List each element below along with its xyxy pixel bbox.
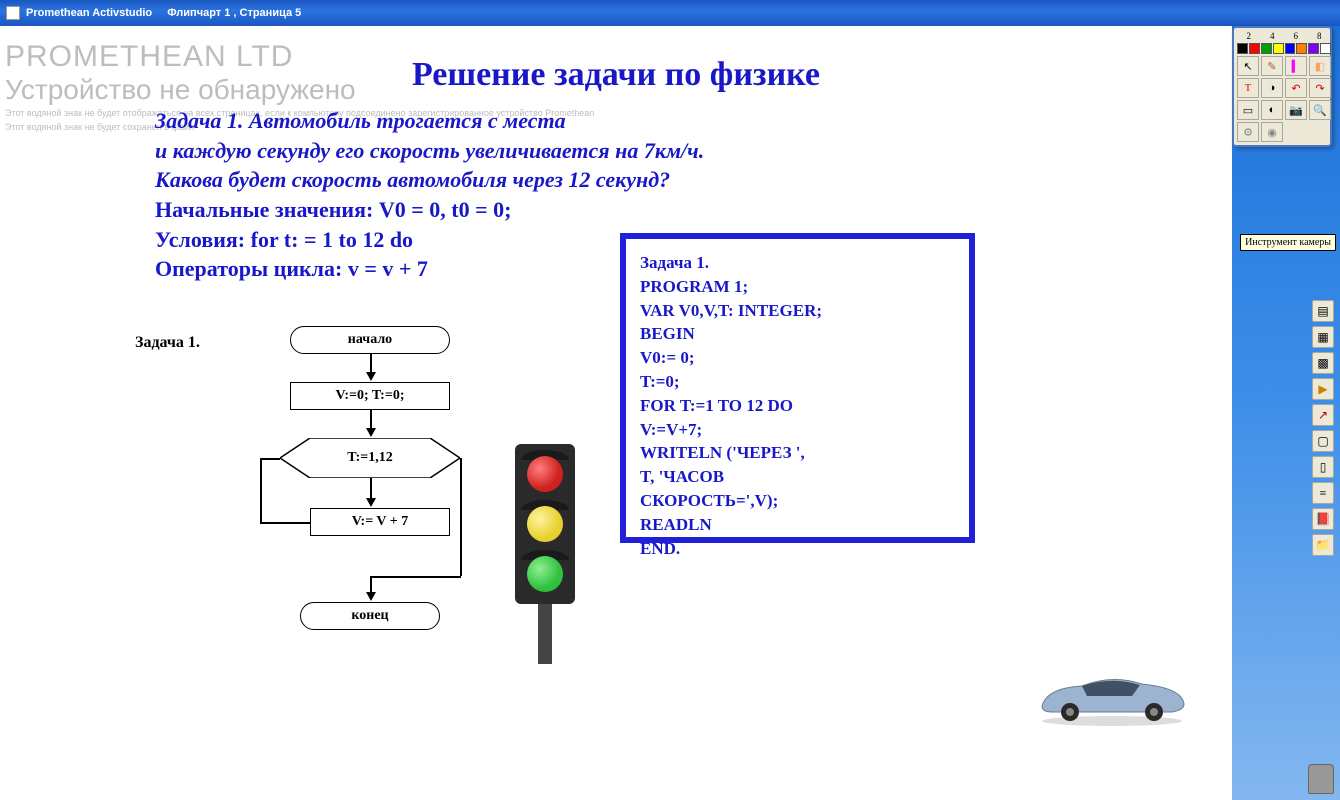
- color-swatch[interactable]: [1261, 43, 1272, 54]
- code-line: VAR V0,V,T: INTEGER;: [640, 299, 955, 323]
- layers-icon[interactable]: ▦: [1312, 326, 1334, 348]
- disc-icon[interactable]: ◉: [1261, 122, 1283, 142]
- pen-icon[interactable]: ✎: [1261, 56, 1283, 76]
- undo-icon[interactable]: ↶: [1285, 78, 1307, 98]
- flow-init: V:=0; T:=0;: [290, 382, 450, 410]
- toolbox-panel[interactable]: 2 4 6 8 ↖✎▍◧ T◑↶↷ ▭◐📷🔍 ⚙◉: [1232, 26, 1332, 147]
- code-line: Задача 1.: [640, 251, 955, 275]
- app-icon: [6, 6, 20, 20]
- color-swatch[interactable]: [1249, 43, 1260, 54]
- code-line: T, 'ЧАСОВ: [640, 465, 955, 489]
- fill-icon[interactable]: ◑: [1261, 78, 1283, 98]
- cursor-icon[interactable]: ↖: [1237, 56, 1259, 76]
- doc-title: Флипчарт 1 , Страница 5: [167, 7, 301, 19]
- code-line: FOR T:=1 TO 12 DO: [640, 394, 955, 418]
- color-swatch[interactable]: [1308, 43, 1319, 54]
- color-swatch[interactable]: [1273, 43, 1284, 54]
- problem-line: Начальные значения: V0 = 0, t0 = 0;: [155, 195, 935, 225]
- flowchart: начало V:=0; T:=0; T:=1,12 V:= V + 7 кон…: [260, 326, 520, 676]
- tooltip: Инструмент камеры: [1240, 234, 1336, 251]
- problem-line: Какова будет скорость автомобиля через 1…: [155, 165, 935, 195]
- code-line: BEGIN: [640, 322, 955, 346]
- select-icon[interactable]: ▢: [1312, 430, 1334, 452]
- stack-icon[interactable]: ≡: [1312, 482, 1334, 504]
- code-line: WRITELN ('ЧЕРЕЗ ',: [640, 441, 955, 465]
- page-icon[interactable]: ▯: [1312, 456, 1334, 478]
- trash-icon[interactable]: [1308, 764, 1334, 794]
- flow-end: конец: [300, 602, 440, 630]
- page-title: Решение задачи по физике: [0, 56, 1232, 94]
- code-line: V:=V+7;: [640, 418, 955, 442]
- color-icon[interactable]: ◐: [1261, 100, 1283, 120]
- highlighter-icon[interactable]: ▍: [1285, 56, 1307, 76]
- code-line: PROGRAM 1;: [640, 275, 955, 299]
- flow-cond: T:=1,12: [280, 438, 460, 478]
- code-box: Задача 1. PROGRAM 1; VAR V0,V,T: INTEGER…: [620, 233, 975, 543]
- config-icon[interactable]: ⚙: [1237, 122, 1259, 142]
- flipchart-canvas[interactable]: PROMETHEAN LTD Устройство не обнаружено …: [0, 26, 1232, 800]
- zoom-icon[interactable]: 🔍: [1309, 100, 1331, 120]
- window-titlebar: Promethean Activstudio Флипчарт 1 , Стра…: [0, 0, 1340, 26]
- code-line: END.: [640, 537, 955, 561]
- flow-body: V:= V + 7: [310, 508, 450, 536]
- color-swatch[interactable]: [1237, 43, 1248, 54]
- clear-icon[interactable]: ▭: [1237, 100, 1259, 120]
- color-swatch[interactable]: [1285, 43, 1296, 54]
- code-line: СКОРОСТЬ=',V);: [640, 489, 955, 513]
- next-icon[interactable]: ▶: [1312, 378, 1334, 400]
- grid-icon[interactable]: ▩: [1312, 352, 1334, 374]
- problem-line: и каждую секунду его скорость увеличивае…: [155, 136, 935, 166]
- arrow-icon[interactable]: ↗: [1312, 404, 1334, 426]
- text-icon[interactable]: T: [1237, 78, 1259, 98]
- folder-icon[interactable]: 📁: [1312, 534, 1334, 556]
- color-swatch-row: [1237, 43, 1331, 54]
- pages-icon[interactable]: ▤: [1312, 300, 1334, 322]
- redo-icon[interactable]: ↷: [1309, 78, 1331, 98]
- side-tool-strip[interactable]: ▤ ▦ ▩ ▶ ↗ ▢ ▯ ≡ 📕 📁: [1310, 300, 1336, 556]
- flowchart-label: Задача 1.: [135, 334, 200, 352]
- code-line: T:=0;: [640, 370, 955, 394]
- car-image: [1032, 666, 1192, 726]
- camera-icon[interactable]: 📷: [1285, 100, 1307, 120]
- traffic-light-image: [490, 444, 600, 684]
- eraser-icon[interactable]: ◧: [1309, 56, 1331, 76]
- color-swatch[interactable]: [1296, 43, 1307, 54]
- app-name: Promethean Activstudio: [26, 7, 152, 19]
- book-icon[interactable]: 📕: [1312, 508, 1334, 530]
- code-line: READLN: [640, 513, 955, 537]
- pen-width-row: 2 4 6 8: [1237, 31, 1331, 41]
- problem-line: Задача 1. Автомобиль трогается с места: [155, 106, 935, 136]
- flow-start: начало: [290, 326, 450, 354]
- code-line: V0:= 0;: [640, 346, 955, 370]
- color-swatch[interactable]: [1320, 43, 1331, 54]
